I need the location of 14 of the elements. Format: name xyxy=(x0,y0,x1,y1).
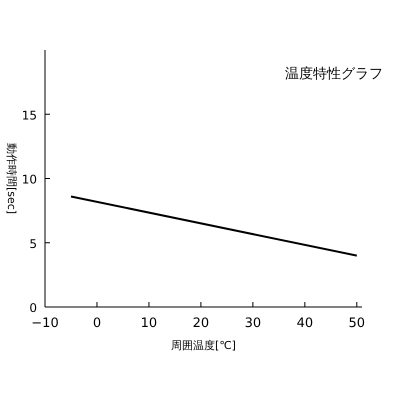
y-tick-label: 5 xyxy=(29,236,37,251)
x-tick-label: 50 xyxy=(348,316,366,331)
x-tick-label: 0 xyxy=(92,316,102,331)
x-tick-label: 10 xyxy=(140,316,158,331)
x-axis-title: 周囲温度[℃] xyxy=(171,339,236,352)
y-tick-label: 0 xyxy=(29,301,37,315)
text: 温度特性グラフ xyxy=(285,66,383,82)
y-tick-label: 10 xyxy=(22,172,37,186)
y-tick-label: 15 xyxy=(22,108,37,122)
x-tick-label: 40 xyxy=(296,316,314,331)
x-tick-label: −10 xyxy=(31,316,59,331)
x-tick-label: 20 xyxy=(192,316,210,331)
y-axis-title: 動作時間[sec] xyxy=(5,142,18,214)
x-tick-label: 30 xyxy=(244,316,262,331)
